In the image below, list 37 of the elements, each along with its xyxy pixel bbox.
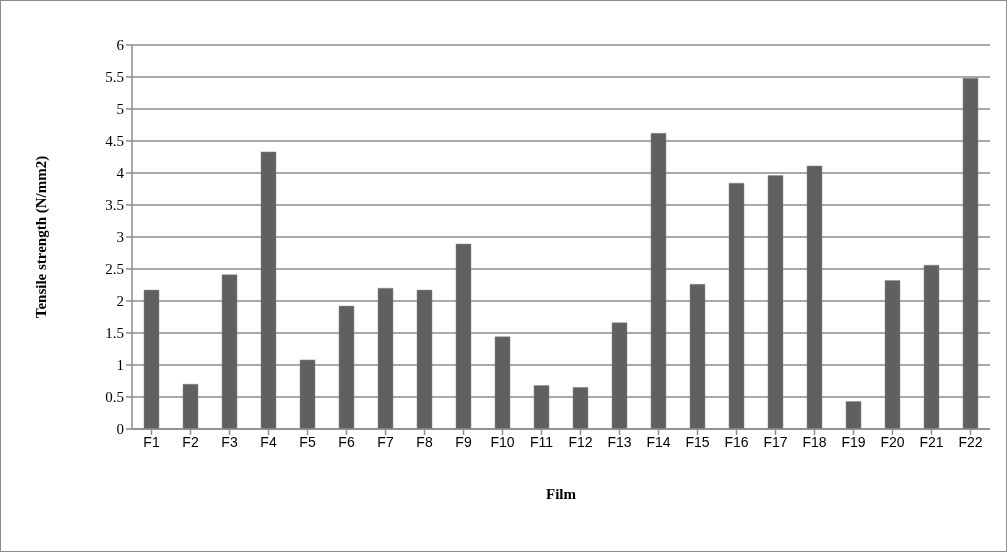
x-tick-label: F3 xyxy=(221,433,238,450)
y-tick-label: 1.5 xyxy=(105,325,124,342)
x-tick-label: F7 xyxy=(377,433,394,450)
y-tick-label: 2 xyxy=(116,293,124,310)
x-tick-label: F6 xyxy=(338,433,355,450)
x-tick-label: F22 xyxy=(958,433,983,450)
y-tick-label: 2.5 xyxy=(105,261,124,278)
y-tick-label: 3.5 xyxy=(105,197,124,214)
y-tick-label: 0.5 xyxy=(105,389,124,406)
x-tick-label: F11 xyxy=(529,433,554,450)
x-tick-label: F10 xyxy=(490,433,515,450)
x-tick-label: F15 xyxy=(685,433,710,450)
x-tick-label: F14 xyxy=(646,433,671,450)
y-tick-label: 6 xyxy=(116,37,125,54)
y-tick-label: 0 xyxy=(116,421,124,438)
y-tick-label: 5 xyxy=(116,101,124,118)
x-tick-label: F12 xyxy=(568,433,593,450)
y-axis-title: Tensile strength (N/mm2) xyxy=(33,155,51,319)
x-tick-label: F16 xyxy=(724,433,749,450)
y-tick-label: 4.5 xyxy=(105,133,124,150)
y-tick-label: 3 xyxy=(116,229,124,246)
x-tick-label: F4 xyxy=(260,433,277,450)
y-tick-label: 4 xyxy=(116,165,125,182)
x-tick-label: F2 xyxy=(182,433,199,450)
x-tick-label: F1 xyxy=(143,433,160,450)
y-tick-label: 1 xyxy=(116,357,124,374)
x-tick-label: F21 xyxy=(919,433,944,450)
x-tick-label: F20 xyxy=(880,433,905,450)
x-tick-label: F18 xyxy=(802,433,827,450)
x-tick-label: F17 xyxy=(763,433,788,450)
x-tick-label: F5 xyxy=(299,433,316,450)
x-tick-label: F9 xyxy=(455,433,472,450)
x-tick-label: F13 xyxy=(607,433,632,450)
x-tick-label: F8 xyxy=(416,433,433,450)
y-tick-label: 5.5 xyxy=(105,69,124,86)
x-axis-title: Film xyxy=(546,486,577,502)
x-tick-label: F19 xyxy=(841,433,866,450)
